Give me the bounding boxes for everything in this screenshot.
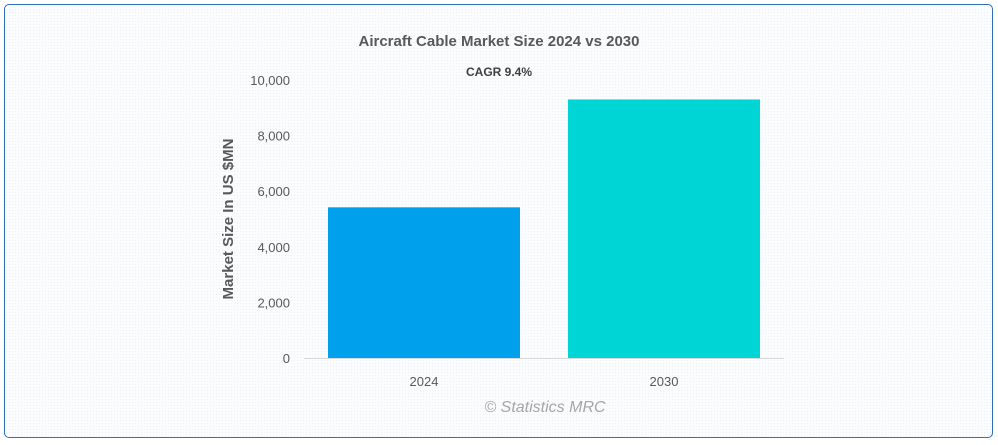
bar-2024 (328, 207, 520, 358)
chart-title: Aircraft Cable Market Size 2024 vs 2030 (359, 33, 640, 50)
x-tick-label: 2024 (410, 374, 439, 389)
y-axis-ticks: 0 2,000 4,000 6,000 8,000 10,000 (250, 73, 290, 366)
y-tick-label: 10,000 (250, 73, 290, 88)
y-tick-label: 0 (283, 351, 290, 366)
bar-2030 (568, 99, 760, 359)
bars (328, 99, 760, 359)
y-tick-label: 8,000 (257, 129, 290, 144)
chart-subtitle: CAGR 9.4% (466, 65, 532, 79)
watermark-text: © Statistics MRC (484, 399, 606, 416)
y-tick-label: 2,000 (257, 295, 290, 310)
x-tick-label: 2030 (650, 374, 679, 389)
y-axis-label: Market Size In US $MN (220, 139, 237, 300)
x-axis-ticks: 2024 2030 (410, 374, 679, 389)
y-tick-label: 6,000 (257, 184, 290, 199)
y-tick-label: 4,000 (257, 240, 290, 255)
